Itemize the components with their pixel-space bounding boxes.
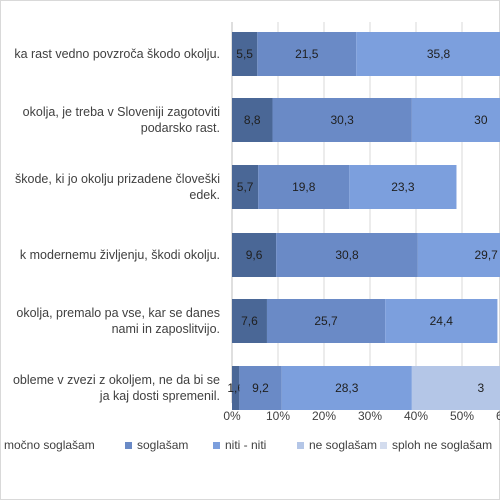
x-tick-label: 50% [450, 409, 474, 423]
legend-item: niti - niti [213, 438, 266, 452]
legend-label: sploh ne soglašam [392, 438, 493, 452]
bar-segment [411, 366, 500, 410]
legend-label: soglašam [137, 438, 189, 452]
x-tick-label: 30% [358, 409, 382, 423]
legend-swatch [125, 441, 132, 449]
category-label: podarsko rast. [140, 121, 220, 135]
data-label: 24,4 [430, 314, 454, 328]
category-label: ka rast vedno povzroča škodo okolju. [14, 47, 220, 61]
bar-segment [257, 32, 357, 76]
bar-segment [232, 32, 258, 76]
data-label: 30,3 [330, 113, 354, 127]
legend-item: sploh ne soglašam [380, 438, 492, 452]
data-label: 29,7 [474, 248, 498, 262]
bar-segment [349, 165, 457, 209]
category-label: k modernemu življenju, škodi okolju. [19, 248, 220, 262]
legend-label: ne soglašam [309, 438, 378, 452]
bar-segment [239, 366, 282, 410]
x-tick-label: 60% [496, 409, 500, 423]
x-tick-label: 40% [404, 409, 428, 423]
data-label: 21,5 [295, 47, 319, 61]
category-label: okolja, je treba v Sloveniji zagotoviti [22, 105, 220, 119]
legend-label: močno soglašam [4, 438, 95, 452]
data-label: 35,8 [427, 47, 451, 61]
bar-segment [232, 233, 277, 277]
data-label: 7,6 [241, 314, 258, 328]
data-label: 9,2 [252, 381, 269, 395]
category-label: nami in zaposlitvijo. [111, 322, 220, 336]
data-label: 5,7 [237, 180, 254, 194]
legend-swatch [297, 441, 304, 449]
data-label: 8,8 [244, 113, 261, 127]
category-label: obleme v zvezi z okoljem, ne da bi se [12, 373, 220, 387]
data-label: 23,3 [391, 180, 415, 194]
bar-segment [417, 233, 500, 277]
bar-segment [272, 98, 412, 142]
bar-segment [258, 165, 350, 209]
x-tick-label: 0% [223, 409, 241, 423]
data-label: 3 [478, 381, 485, 395]
category-label: škode, ki jo okolju prizadene človeški [15, 172, 220, 186]
data-label: 19,8 [292, 180, 316, 194]
data-label: 9,6 [246, 248, 263, 262]
data-label: 25,7 [314, 314, 338, 328]
legend: močno soglašam soglašam niti - niti ne sogl… [0, 438, 500, 458]
category-label: okolja, premalo pa vse, kar se danes [16, 306, 220, 320]
bar-segment [385, 299, 498, 343]
legend-swatch [213, 441, 220, 449]
bar-segment [411, 98, 500, 142]
bar-segment [276, 233, 418, 277]
category-label: ja kaj dosti spremenil. [99, 389, 220, 403]
data-label: 28,3 [335, 381, 359, 395]
bar-segment [232, 366, 240, 410]
data-label: 5,5 [236, 47, 253, 61]
bar-segment [232, 165, 259, 209]
bar-segment [232, 299, 267, 343]
bar-segment [232, 98, 273, 142]
x-tick-label: 10% [266, 409, 290, 423]
category-label: edek. [189, 188, 220, 202]
legend-item: močno soglašam [4, 438, 95, 452]
legend-label: niti - niti [225, 438, 267, 452]
x-tick-label: 20% [312, 409, 336, 423]
legend-item: ne soglašam [297, 438, 377, 452]
legend-item: soglašam [125, 438, 188, 452]
bar-segment [266, 299, 386, 343]
bar-segment [356, 32, 500, 76]
data-label: 30 [474, 113, 488, 127]
bar-segment [281, 366, 412, 410]
legend-swatch [380, 441, 387, 449]
data-label: 30,8 [335, 248, 359, 262]
